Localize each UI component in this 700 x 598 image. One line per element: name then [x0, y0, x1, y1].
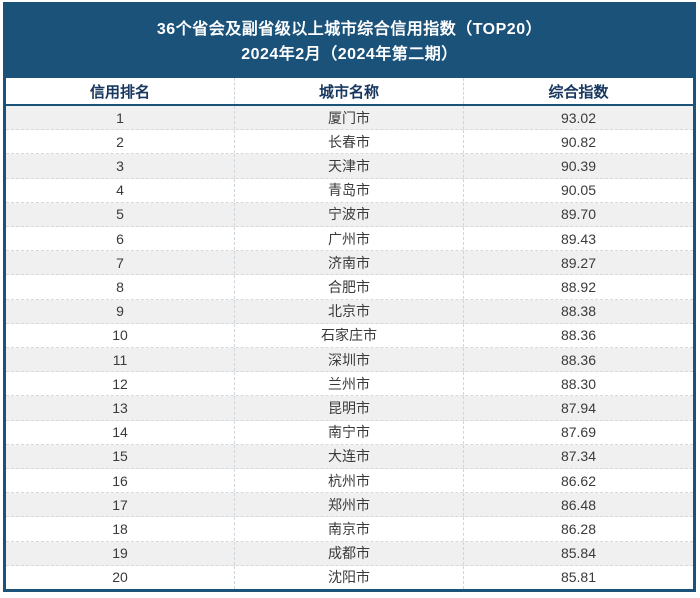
city-cell: 青岛市 — [235, 178, 464, 202]
index-cell: 90.05 — [560, 182, 597, 199]
table-row: 5 宁波市 89.70 — [6, 202, 693, 228]
rank-cell: 3 — [6, 154, 235, 178]
index-cell: 87.69 — [560, 424, 597, 441]
index-cell: 87.34 — [560, 448, 597, 465]
index-cell: 86.48 — [560, 496, 597, 513]
index-cell: 89.70 — [560, 206, 597, 223]
table-row: 11 深圳市 88.36 — [6, 348, 693, 373]
index-cell: 86.28 — [560, 521, 597, 538]
rank-cell: 2 — [6, 130, 235, 154]
table-row: 18 南京市 86.28 — [6, 517, 693, 542]
rank-cell: 10 — [6, 323, 235, 348]
index-cell: 85.84 — [560, 545, 597, 562]
index-cell: 89.43 — [560, 230, 597, 247]
credit-index-table: 36个省会及副省级以上城市综合信用指数（TOP20） 2024年2月（2024年… — [3, 2, 696, 592]
city-cell: 深圳市 — [235, 348, 464, 372]
rank-cell: 5 — [6, 202, 235, 227]
rank-cell: 6 — [6, 227, 235, 251]
table-row: 6 广州市 89.43 — [6, 227, 693, 252]
rank-cell: 4 — [6, 178, 235, 202]
table-row: 9 北京市 88.38 — [6, 299, 693, 324]
city-cell: 成都市 — [235, 541, 464, 565]
column-header-row: 信用排名 城市名称 综合指数 — [6, 78, 693, 106]
city-cell: 厦门市 — [235, 106, 464, 130]
table-row: 8 合肥市 88.92 — [6, 275, 693, 300]
table-body: 1 厦门市 93.02 2 长春市 90.82 3 天津市 90.39 4 青岛… — [6, 106, 693, 590]
rank-cell: 19 — [6, 541, 235, 565]
index-cell: 93.02 — [560, 109, 597, 126]
table-row: 20 沈阳市 85.81 — [6, 565, 693, 590]
rank-cell: 12 — [6, 372, 235, 396]
index-cell: 90.39 — [560, 158, 597, 174]
column-header-city: 城市名称 — [235, 78, 464, 104]
index-cell: 88.36 — [560, 351, 597, 368]
table-row: 2 长春市 90.82 — [6, 130, 693, 155]
rank-cell: 7 — [6, 251, 235, 275]
rank-cell: 1 — [6, 106, 235, 130]
index-cell: 89.27 — [560, 254, 597, 271]
city-cell: 南京市 — [235, 517, 464, 541]
table-title-line1: 36个省会及副省级以上城市综合信用指数（TOP20） — [156, 20, 543, 38]
city-cell: 兰州市 — [235, 372, 464, 396]
table-row: 3 天津市 90.39 — [6, 154, 693, 179]
city-cell: 广州市 — [235, 227, 464, 251]
index-cell: 88.92 — [560, 279, 597, 296]
index-cell: 88.30 — [560, 375, 597, 392]
rank-cell: 17 — [6, 493, 235, 517]
city-cell: 杭州市 — [235, 469, 464, 493]
index-cell: 87.94 — [560, 400, 597, 417]
city-cell: 昆明市 — [235, 396, 464, 420]
table-row: 13 昆明市 87.94 — [6, 396, 693, 421]
city-cell: 天津市 — [235, 154, 464, 178]
table-title-band: 36个省会及副省级以上城市综合信用指数（TOP20） 2024年2月（2024年… — [6, 5, 693, 78]
rank-cell: 16 — [6, 469, 235, 493]
table-row: 15 大连市 87.34 — [6, 444, 693, 470]
city-cell: 沈阳市 — [235, 565, 464, 590]
rank-cell: 18 — [6, 517, 235, 541]
rank-cell: 15 — [6, 444, 235, 469]
column-header-rank: 信用排名 — [6, 78, 235, 104]
column-header-index: 综合指数 — [548, 83, 609, 101]
rank-cell: 9 — [6, 299, 235, 323]
city-cell: 长春市 — [235, 130, 464, 154]
city-cell: 石家庄市 — [235, 323, 464, 348]
table-row: 16 杭州市 86.62 — [6, 469, 693, 494]
rank-cell: 13 — [6, 396, 235, 420]
table-row: 12 兰州市 88.30 — [6, 372, 693, 397]
table-row: 14 南宁市 87.69 — [6, 420, 693, 445]
index-cell: 88.38 — [560, 303, 597, 320]
index-cell: 86.62 — [560, 472, 597, 489]
table-row: 17 郑州市 86.48 — [6, 493, 693, 518]
city-cell: 宁波市 — [235, 202, 464, 227]
rank-cell: 20 — [6, 565, 235, 590]
city-cell: 郑州市 — [235, 493, 464, 517]
table-row: 4 青岛市 90.05 — [6, 178, 693, 203]
table-title-line2: 2024年2月（2024年第二期） — [241, 45, 458, 63]
city-cell: 济南市 — [235, 251, 464, 275]
rank-cell: 11 — [6, 348, 235, 372]
table-row: 10 石家庄市 88.36 — [6, 323, 693, 349]
index-cell: 85.81 — [560, 569, 597, 586]
city-cell: 北京市 — [235, 299, 464, 323]
index-cell: 88.36 — [560, 327, 597, 344]
index-cell: 90.82 — [560, 133, 597, 150]
city-cell: 大连市 — [235, 444, 464, 469]
city-cell: 南宁市 — [235, 420, 464, 444]
rank-cell: 14 — [6, 420, 235, 444]
table-row: 7 济南市 89.27 — [6, 251, 693, 276]
table-row: 19 成都市 85.84 — [6, 541, 693, 566]
rank-cell: 8 — [6, 275, 235, 299]
table-row: 1 厦门市 93.02 — [6, 106, 693, 131]
city-cell: 合肥市 — [235, 275, 464, 299]
